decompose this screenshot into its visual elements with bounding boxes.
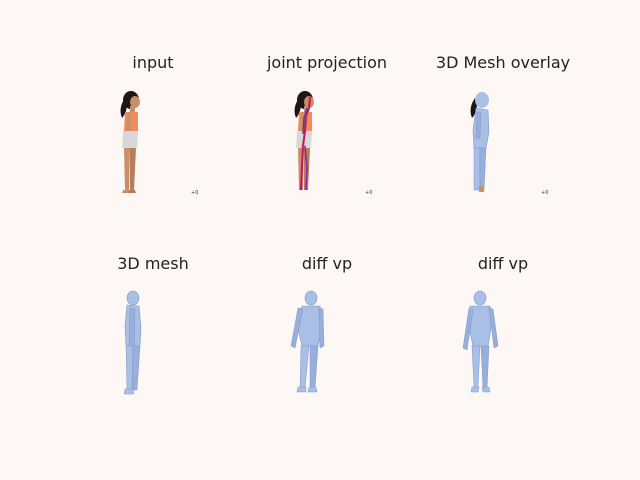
tick-label: +0: [365, 190, 372, 196]
panel-mesh-overlay: 3D Mesh overlay +0: [428, 50, 578, 210]
mesh-front-view: [462, 290, 499, 393]
panel-title: diff vp: [477, 254, 529, 273]
panel-input: input +0: [78, 50, 228, 210]
panel-3d-mesh: 3D mesh: [78, 250, 228, 420]
joint-projection-image: +0: [294, 91, 372, 196]
mesh-oblique-view: [290, 290, 325, 393]
mesh-side-view: [123, 290, 142, 395]
panel-title: input: [132, 53, 174, 72]
mesh-overlay-image: +0: [470, 92, 548, 196]
panel-title: diff vp: [301, 254, 353, 273]
tick-label: +0: [541, 190, 548, 196]
input-photo: +0: [120, 91, 198, 196]
panel-joint-projection: joint projection +0: [252, 50, 402, 210]
joint-skeleton: [300, 97, 311, 191]
tick-label: +0: [191, 190, 198, 196]
panel-title: joint projection: [266, 53, 388, 72]
panel-diff-vp-2: diff vp: [428, 250, 578, 420]
panel-diff-vp-1: diff vp: [252, 250, 402, 420]
panel-title: 3D Mesh overlay: [435, 53, 571, 72]
panel-title: 3D mesh: [117, 254, 189, 273]
